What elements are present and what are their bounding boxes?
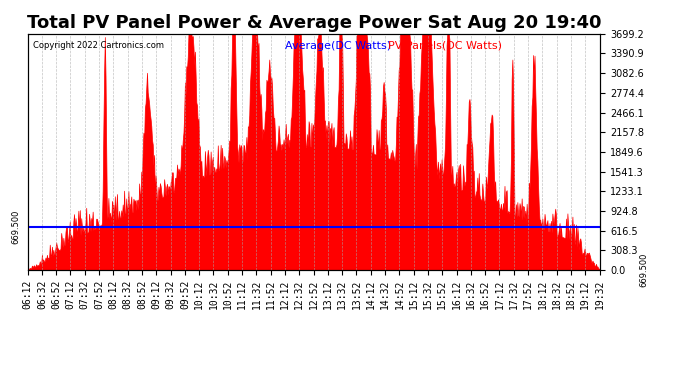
Text: Copyright 2022 Cartronics.com: Copyright 2022 Cartronics.com <box>33 41 164 50</box>
Text: 669.500: 669.500 <box>12 210 21 244</box>
Title: Total PV Panel Power & Average Power Sat Aug 20 19:40: Total PV Panel Power & Average Power Sat… <box>27 14 601 32</box>
Text: 669.500: 669.500 <box>639 253 648 287</box>
Text: PV Panels(DC Watts): PV Panels(DC Watts) <box>388 41 502 51</box>
Text: Average(DC Watts): Average(DC Watts) <box>286 41 391 51</box>
